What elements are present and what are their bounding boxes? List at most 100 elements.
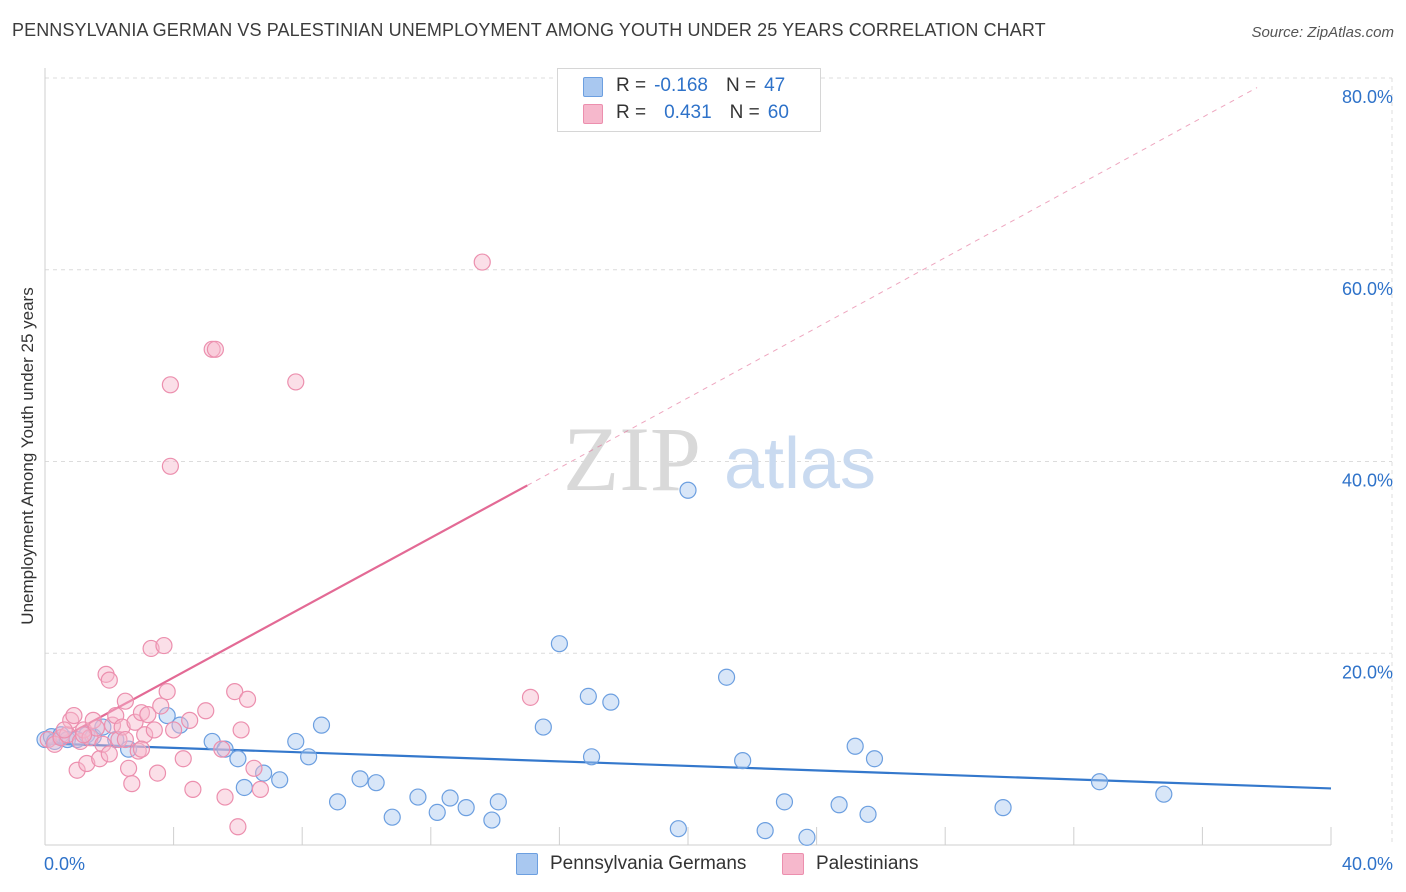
legend-row-palestinians: R = 0.431 N = 60 <box>583 100 789 126</box>
data-point-palestinian <box>100 745 118 763</box>
data-point-palestinian <box>174 750 192 768</box>
data-point-pennsylvania-german <box>859 805 877 823</box>
data-point-pennsylvania-german <box>328 793 347 811</box>
data-point-pennsylvania-german <box>483 811 501 829</box>
data-point-pennsylvania-german <box>865 750 884 768</box>
legend-swatch-blue <box>583 77 603 97</box>
data-point-palestinian <box>91 750 109 768</box>
data-point-palestinian <box>46 735 64 753</box>
data-point-pennsylvania-german <box>734 752 752 770</box>
data-point-palestinian <box>152 697 170 715</box>
trend-layer <box>44 87 1332 790</box>
data-point-pennsylvania-german <box>58 730 77 749</box>
chart-title: PENNSYLVANIA GERMAN VS PALESTINIAN UNEMP… <box>12 20 1046 40</box>
watermark-atlas: atlas <box>724 424 876 504</box>
legend-swatch-pink <box>583 104 603 124</box>
data-point-palestinian <box>142 639 160 658</box>
data-point-pennsylvania-german <box>383 808 401 826</box>
trend-line-palestinians <box>44 484 528 749</box>
data-point-pennsylvania-german <box>602 693 620 711</box>
data-point-palestinian <box>229 818 247 836</box>
y-tick-label: 60.0% <box>1342 279 1393 299</box>
watermark: ZIP atlas <box>563 408 876 510</box>
data-point-pennsylvania-german <box>351 770 369 788</box>
legend-r-value: -0.168 <box>654 75 708 96</box>
x-tick-label: 40.0% <box>1342 854 1393 874</box>
legend-r-label: R = <box>616 102 647 123</box>
data-point-pennsylvania-german <box>994 799 1012 817</box>
data-point-pennsylvania-german <box>229 750 247 768</box>
data-point-palestinian <box>161 376 179 394</box>
data-point-pennsylvania-german <box>235 778 253 797</box>
y-tick-label: 80.0% <box>1342 87 1393 107</box>
data-point-palestinian <box>155 636 173 655</box>
data-point-palestinian <box>213 740 231 758</box>
data-point-palestinian <box>94 735 112 753</box>
legend-row-pennsylvania-germans: R = -0.168 N = 47 <box>583 73 786 99</box>
bottom-legend-swatch-blue <box>516 853 538 875</box>
data-point-palestinian <box>119 759 138 777</box>
data-point-palestinian <box>206 340 224 358</box>
data-point-palestinian <box>65 706 83 725</box>
data-point-palestinian <box>226 682 244 701</box>
correlation-legend: R = -0.168 N = 47 R = 0.431 N = 60 <box>557 68 821 132</box>
legend-n-value: 47 <box>764 75 786 96</box>
data-point-palestinian <box>68 761 86 779</box>
data-point-palestinian <box>136 726 154 744</box>
data-point-pennsylvania-german <box>1090 773 1109 791</box>
legend-r-label: R = <box>616 75 647 96</box>
data-point-pennsylvania-german <box>300 748 318 766</box>
data-point-palestinian <box>116 730 134 749</box>
data-point-pennsylvania-german <box>669 820 687 838</box>
source-credit: Source: ZipAtlas.com <box>1251 24 1394 41</box>
data-point-pennsylvania-german <box>550 635 569 653</box>
data-point-palestinian <box>55 721 73 739</box>
bottom-legend-palestinians: Palestinians <box>782 851 918 877</box>
data-point-palestinian <box>158 682 176 701</box>
data-point-pennsylvania-german <box>582 748 601 766</box>
data-point-palestinian <box>251 780 270 798</box>
bottom-legend-pennsylvania-germans: Pennsylvania Germans <box>516 851 746 877</box>
legend-n-label: N = <box>729 102 760 123</box>
y-tick-label: 20.0% <box>1342 662 1393 682</box>
data-point-palestinian <box>145 721 163 739</box>
data-point-pennsylvania-german <box>775 793 794 811</box>
y-tick-label: 40.0% <box>1342 471 1393 491</box>
data-point-pennsylvania-german <box>441 789 459 807</box>
grid-layer <box>45 77 1393 845</box>
data-point-pennsylvania-german <box>579 687 597 705</box>
x-tick-label: 0.0% <box>44 854 85 874</box>
trend-extension-palestinians <box>527 87 1258 486</box>
legend-n-label: N = <box>725 75 757 96</box>
data-point-pennsylvania-german <box>409 788 427 806</box>
bottom-legend-swatch-pink <box>782 853 804 875</box>
watermark-zip: ZIP <box>563 408 701 510</box>
axis-layer <box>44 68 1332 846</box>
data-point-pennsylvania-german <box>489 793 507 811</box>
data-point-pennsylvania-german <box>158 706 176 725</box>
data-point-palestinian <box>473 253 491 271</box>
data-point-palestinian <box>165 721 183 739</box>
data-point-palestinian <box>521 688 540 706</box>
bottom-legend-label: Pennsylvania Germans <box>550 853 747 874</box>
data-point-palestinian <box>238 690 257 708</box>
data-point-pennsylvania-german <box>534 718 552 736</box>
data-point-pennsylvania-german <box>1155 785 1173 803</box>
points-layer <box>36 253 1173 846</box>
data-point-palestinian <box>184 780 202 798</box>
data-point-palestinian <box>116 692 134 710</box>
data-point-pennsylvania-german <box>287 732 305 751</box>
data-point-palestinian <box>62 711 80 729</box>
data-point-pennsylvania-german <box>717 668 736 686</box>
data-point-pennsylvania-german <box>846 737 864 755</box>
data-point-palestinian <box>161 457 179 475</box>
data-point-palestinian <box>132 740 151 758</box>
legend-r-value: 0.431 <box>664 102 712 123</box>
data-point-palestinian <box>78 754 96 773</box>
data-point-palestinian <box>139 706 157 724</box>
legend-n-value: 60 <box>767 102 789 123</box>
data-point-palestinian <box>100 671 118 689</box>
data-point-pennsylvania-german <box>798 828 816 846</box>
data-point-pennsylvania-german <box>367 774 385 792</box>
